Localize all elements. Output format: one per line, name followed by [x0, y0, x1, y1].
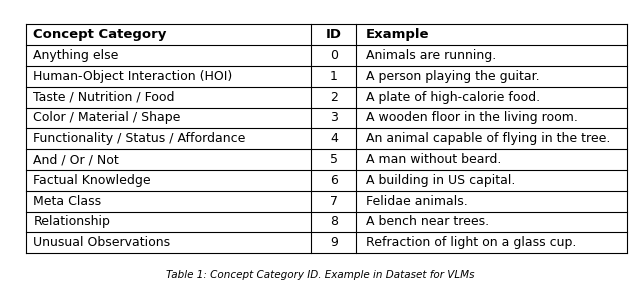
Text: Color / Material / Shape: Color / Material / Shape	[33, 112, 180, 124]
Text: A man without beard.: A man without beard.	[366, 153, 502, 166]
Text: A person playing the guitar.: A person playing the guitar.	[366, 70, 540, 83]
Text: Relationship: Relationship	[33, 215, 110, 229]
Text: Functionality / Status / Affordance: Functionality / Status / Affordance	[33, 132, 246, 145]
Text: A wooden floor in the living room.: A wooden floor in the living room.	[366, 112, 578, 124]
Text: 2: 2	[330, 91, 338, 104]
Text: ID: ID	[326, 28, 342, 41]
Text: A building in US capital.: A building in US capital.	[366, 174, 515, 187]
Text: Taste / Nutrition / Food: Taste / Nutrition / Food	[33, 91, 175, 104]
Text: A bench near trees.: A bench near trees.	[366, 215, 489, 229]
Text: 0: 0	[330, 49, 338, 62]
Text: Animals are running.: Animals are running.	[366, 49, 497, 62]
Text: Anything else: Anything else	[33, 49, 118, 62]
Text: 1: 1	[330, 70, 338, 83]
Text: 9: 9	[330, 236, 338, 249]
Text: Meta Class: Meta Class	[33, 194, 101, 208]
Text: Concept Category: Concept Category	[33, 28, 166, 41]
Text: 6: 6	[330, 174, 338, 187]
Text: Table 1: Concept Category ID. Example in Dataset for VLMs: Table 1: Concept Category ID. Example in…	[166, 270, 474, 280]
Text: Unusual Observations: Unusual Observations	[33, 236, 170, 249]
Text: Felidae animals.: Felidae animals.	[366, 194, 468, 208]
Text: 8: 8	[330, 215, 338, 229]
Text: Example: Example	[366, 28, 429, 41]
Text: Refraction of light on a glass cup.: Refraction of light on a glass cup.	[366, 236, 577, 249]
Text: 4: 4	[330, 132, 338, 145]
Text: Human-Object Interaction (HOI): Human-Object Interaction (HOI)	[33, 70, 232, 83]
Text: Factual Knowledge: Factual Knowledge	[33, 174, 151, 187]
Text: 7: 7	[330, 194, 338, 208]
Text: An animal capable of flying in the tree.: An animal capable of flying in the tree.	[366, 132, 611, 145]
Text: A plate of high-calorie food.: A plate of high-calorie food.	[366, 91, 540, 104]
Text: 3: 3	[330, 112, 338, 124]
Text: 5: 5	[330, 153, 338, 166]
Text: And / Or / Not: And / Or / Not	[33, 153, 119, 166]
